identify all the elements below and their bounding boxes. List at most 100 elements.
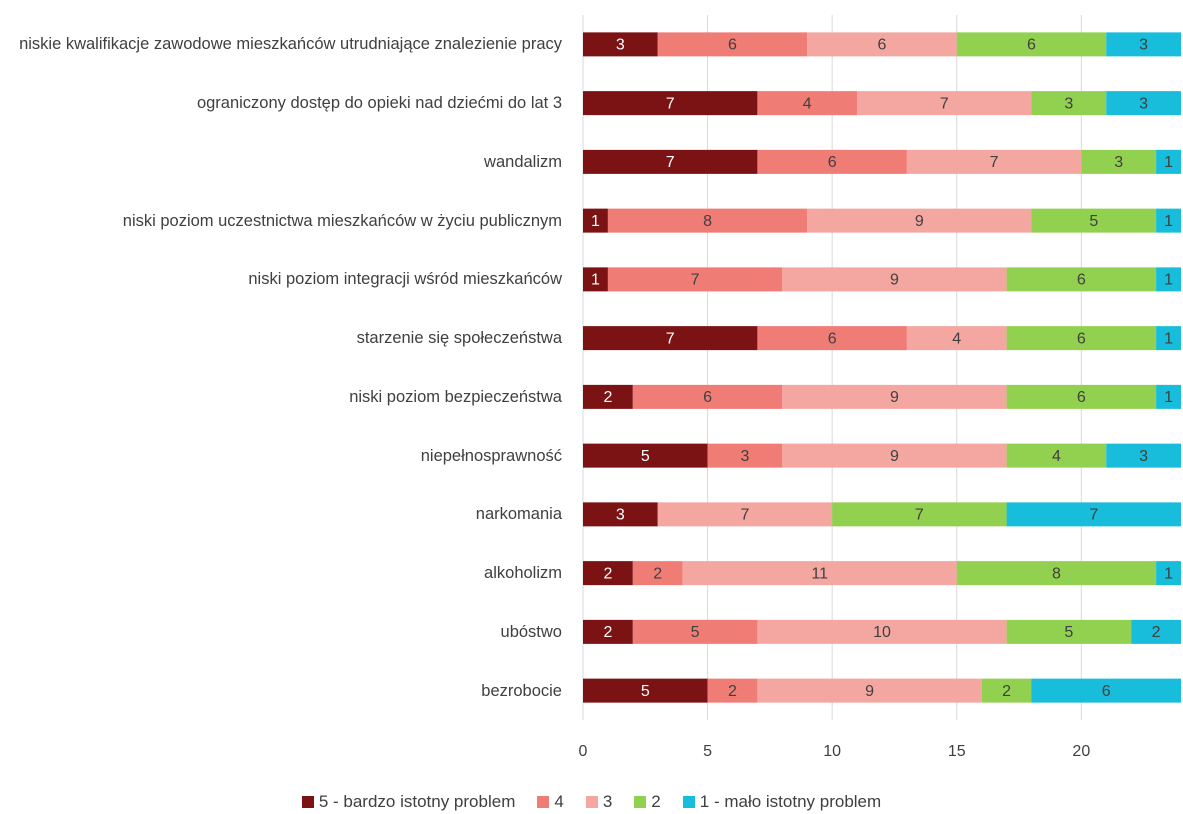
data-label: 7 xyxy=(666,95,675,112)
bar-segment xyxy=(782,443,1007,468)
data-label: 6 xyxy=(878,37,887,54)
y-tick-text: niski poziom integracji wśród mieszkańcó… xyxy=(248,270,562,289)
legend-item: 3 xyxy=(585,792,612,812)
data-label: 5 xyxy=(1089,213,1098,230)
y-tick-label: niski poziom bezpieczeństwa xyxy=(0,386,562,408)
data-label: 6 xyxy=(828,330,837,347)
data-label: 4 xyxy=(803,95,812,112)
bar-segment xyxy=(782,267,1007,292)
legend-label: 1 - mało istotny problem xyxy=(699,792,882,811)
bar-segment xyxy=(583,502,658,527)
bar-segment xyxy=(682,561,957,586)
x-tick-label: 5 xyxy=(703,743,712,760)
data-label: 5 xyxy=(641,683,650,700)
bar-segment xyxy=(782,384,1007,409)
data-label: 3 xyxy=(1114,154,1123,171)
data-label: 5 xyxy=(1064,624,1073,641)
bar-segment xyxy=(657,32,808,57)
y-tick-label: niepełnosprawność xyxy=(0,444,562,466)
bar-segment xyxy=(607,267,783,292)
data-label: 7 xyxy=(691,272,700,289)
y-tick-label: bezrobocie xyxy=(0,679,562,701)
bar-segment xyxy=(956,561,1157,586)
data-label: 10 xyxy=(873,624,891,641)
data-label: 2 xyxy=(603,565,612,582)
bar-segment xyxy=(583,149,758,174)
legend-swatch xyxy=(301,796,314,808)
y-tick-text: alkoholizm xyxy=(484,563,562,582)
data-label: 8 xyxy=(1052,565,1061,582)
y-tick-text: niepełnosprawność xyxy=(420,446,562,465)
data-label: 3 xyxy=(741,448,750,465)
data-label: 3 xyxy=(1139,37,1148,54)
bar-segment xyxy=(583,326,758,351)
bar-segment xyxy=(956,32,1107,57)
bar-segment xyxy=(1156,561,1181,586)
data-label: 9 xyxy=(890,272,899,289)
bar-segment xyxy=(1106,32,1181,57)
data-label: 5 xyxy=(641,448,650,465)
bar-segment xyxy=(583,561,633,586)
data-label: 2 xyxy=(653,565,662,582)
y-tick-label: ubóstwo xyxy=(0,621,562,643)
y-tick-text: niski poziom uczestnictwa mieszkańców w … xyxy=(122,211,562,230)
data-label: 9 xyxy=(890,389,899,406)
bar-segment xyxy=(583,678,708,703)
bar-segment xyxy=(981,678,1032,703)
data-label: 2 xyxy=(1152,624,1161,641)
data-label: 7 xyxy=(990,154,999,171)
data-label: 4 xyxy=(952,330,961,347)
x-tick-label: 15 xyxy=(948,743,966,760)
data-label: 6 xyxy=(1102,683,1111,700)
data-label: 6 xyxy=(1077,272,1086,289)
data-label: 1 xyxy=(1164,389,1173,406)
bar-segment xyxy=(1006,502,1181,527)
bar-segment xyxy=(583,91,758,116)
bar-segment xyxy=(807,32,957,57)
bar-segment xyxy=(1131,619,1181,644)
data-label: 7 xyxy=(666,154,675,171)
y-tick-text: ubóstwo xyxy=(500,622,562,641)
data-label: 8 xyxy=(703,213,712,230)
data-label: 1 xyxy=(1164,154,1173,171)
bar-segment xyxy=(607,208,808,233)
data-label: 3 xyxy=(1139,95,1148,112)
data-label: 1 xyxy=(1164,213,1173,230)
bar-segment xyxy=(757,326,907,351)
data-label: 6 xyxy=(703,389,712,406)
bar-segment xyxy=(632,384,783,409)
x-tick-label: 0 xyxy=(579,743,588,760)
y-tick-label: niski poziom integracji wśród mieszkańcó… xyxy=(0,268,562,290)
data-label: 3 xyxy=(1139,448,1148,465)
y-tick-label: narkomania xyxy=(0,503,562,525)
y-tick-text: wandalizm xyxy=(484,152,562,171)
x-tick-label: 20 xyxy=(1072,743,1090,760)
bar-segment xyxy=(1156,326,1181,351)
bar-segment xyxy=(583,443,708,468)
data-label: 6 xyxy=(1077,330,1086,347)
bar-segment xyxy=(1156,149,1181,174)
data-label: 1 xyxy=(591,213,600,230)
data-label: 7 xyxy=(666,330,675,347)
bar-segment xyxy=(757,678,982,703)
legend-item: 5 - bardzo istotny problem xyxy=(301,792,515,812)
legend-label: 4 xyxy=(554,792,564,811)
data-label: 7 xyxy=(741,507,750,524)
data-label: 2 xyxy=(603,624,612,641)
bar-segment xyxy=(583,267,608,292)
y-tick-text: bezrobocie xyxy=(481,681,562,700)
y-tick-text: narkomania xyxy=(475,505,562,524)
legend-item: 4 xyxy=(537,792,564,812)
bar-segment xyxy=(1081,149,1157,174)
bar-segment xyxy=(1031,208,1157,233)
data-label: 7 xyxy=(915,507,924,524)
data-label: 1 xyxy=(1164,565,1173,582)
data-label: 2 xyxy=(1002,683,1011,700)
data-label: 4 xyxy=(1052,448,1061,465)
data-label: 9 xyxy=(915,213,924,230)
bar-segment xyxy=(1106,443,1181,468)
data-label: 5 xyxy=(691,624,700,641)
bar-segment xyxy=(1031,91,1107,116)
y-tick-label: niski poziom uczestnictwa mieszkańców w … xyxy=(0,209,562,231)
